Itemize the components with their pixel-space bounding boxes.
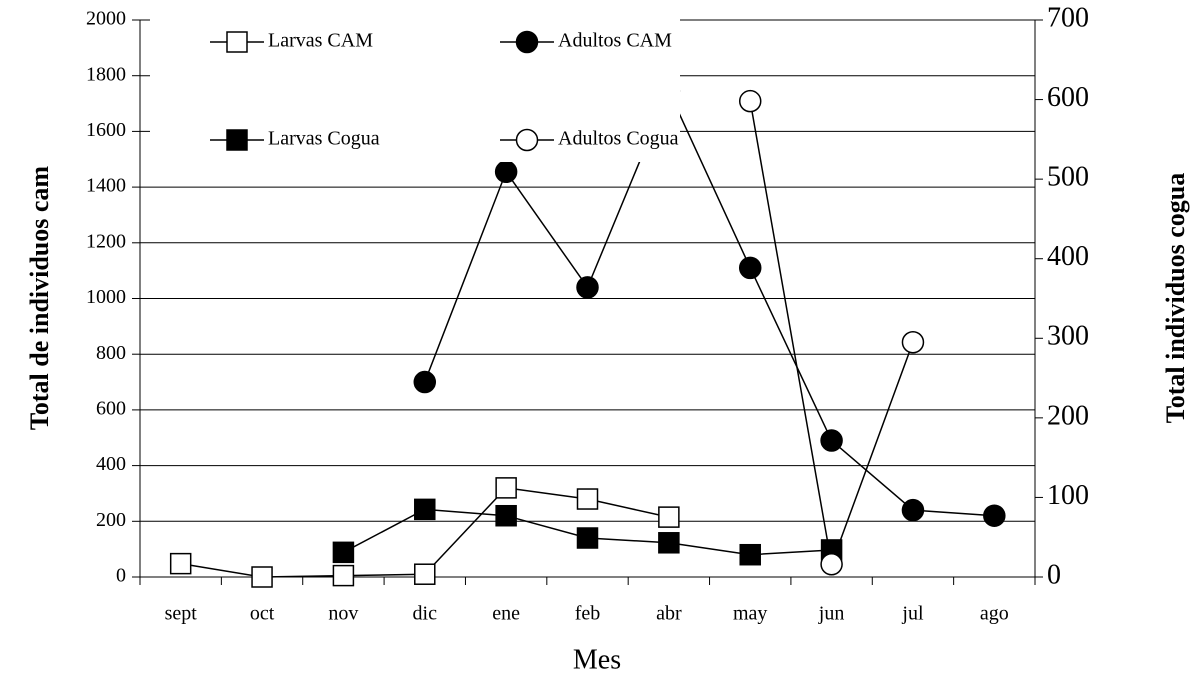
marker xyxy=(494,160,518,184)
marker xyxy=(226,31,248,53)
marker xyxy=(576,527,599,549)
legend-label: Larvas Cogua xyxy=(268,128,380,150)
marker xyxy=(414,498,436,521)
y-tick-label: 0 xyxy=(116,565,126,587)
marker xyxy=(515,30,539,54)
x-tick-label: jun xyxy=(818,603,845,625)
y-tick-label: 1200 xyxy=(86,230,126,252)
y-tick-label: 200 xyxy=(96,509,126,531)
marker xyxy=(738,256,762,280)
y-tick-label: 2000 xyxy=(86,8,126,30)
x-tick-label: dic xyxy=(413,603,438,625)
marker xyxy=(413,370,437,394)
x-tick-label: ago xyxy=(980,603,1009,625)
legend-label: Adultos CAM xyxy=(558,30,672,52)
x-tick-label: sept xyxy=(165,603,198,625)
y2-tick-label: 0 xyxy=(1047,559,1061,590)
y2-tick-label: 200 xyxy=(1047,400,1089,431)
marker xyxy=(983,504,1006,527)
marker xyxy=(332,564,355,587)
marker xyxy=(495,477,517,499)
marker xyxy=(576,488,599,510)
marker xyxy=(739,543,761,566)
y2-tick-label: 400 xyxy=(1047,241,1089,272)
x-tick-label: ene xyxy=(492,603,520,625)
y-tick-label: 400 xyxy=(96,453,126,475)
x-tick-label: oct xyxy=(250,603,275,625)
marker xyxy=(820,553,843,576)
x-tick-label: may xyxy=(733,603,767,625)
x-tick-label: jul xyxy=(901,603,924,625)
marker xyxy=(738,89,762,113)
series-line xyxy=(424,89,995,517)
y-axis-title: Total de individuos cam xyxy=(25,166,54,431)
marker xyxy=(251,566,273,588)
y2-tick-label: 600 xyxy=(1047,82,1089,113)
x-tick-label: abr xyxy=(656,603,682,625)
x-tick-label: feb xyxy=(575,603,601,625)
marker xyxy=(820,429,843,452)
marker xyxy=(901,331,925,354)
legend-label: Larvas CAM xyxy=(268,30,373,52)
marker xyxy=(658,532,680,554)
marker xyxy=(901,498,925,522)
y-tick-label: 1800 xyxy=(86,63,126,85)
y-tick-label: 1400 xyxy=(86,175,126,197)
x-tick-label: nov xyxy=(328,603,358,625)
y-tick-label: 600 xyxy=(96,397,126,419)
y2-axis-title: Total individuos cogua xyxy=(1161,173,1190,423)
marker xyxy=(226,129,248,151)
y2-tick-label: 700 xyxy=(1047,2,1089,33)
legend-label: Adultos Cogua xyxy=(558,128,679,150)
y2-tick-label: 300 xyxy=(1047,321,1089,352)
y-tick-label: 1600 xyxy=(86,119,126,141)
marker xyxy=(515,128,539,152)
series-line xyxy=(749,101,914,568)
x-axis-title: Mes xyxy=(573,644,621,675)
marker xyxy=(576,276,599,299)
marker xyxy=(332,541,355,564)
y-tick-label: 800 xyxy=(96,342,126,364)
y-tick-label: 1000 xyxy=(86,286,126,308)
marker xyxy=(658,506,680,528)
y2-tick-label: 500 xyxy=(1047,162,1089,193)
marker xyxy=(495,504,517,527)
y2-tick-label: 100 xyxy=(1047,480,1089,511)
marker xyxy=(414,563,436,585)
marker xyxy=(169,552,192,575)
